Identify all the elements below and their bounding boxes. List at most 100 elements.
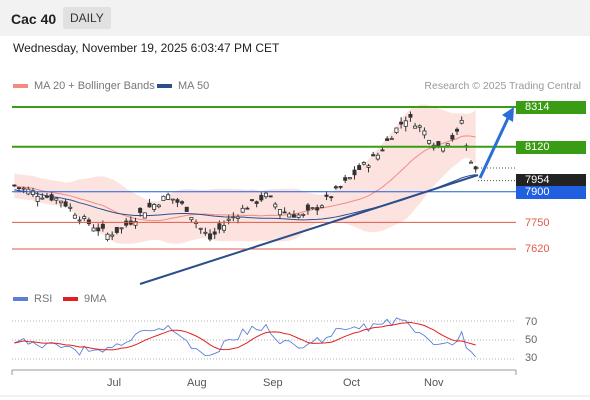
month-label-jul: Jul xyxy=(107,377,122,389)
candle-body xyxy=(16,187,21,190)
candle-body xyxy=(184,206,189,212)
candle-body xyxy=(361,162,366,165)
candle xyxy=(189,217,194,223)
candle xyxy=(249,199,254,202)
candle-body xyxy=(352,169,357,176)
candle-body xyxy=(35,196,40,202)
top-bar: Cac 40 DAILY xyxy=(0,0,590,36)
candle xyxy=(319,204,324,209)
bollinger-swatch xyxy=(13,84,28,88)
candle xyxy=(40,193,45,200)
candle-body xyxy=(100,223,105,229)
candle xyxy=(394,127,399,135)
candle-body xyxy=(263,192,268,198)
candle-body xyxy=(445,143,450,147)
candle xyxy=(469,160,474,164)
candle-body xyxy=(105,233,110,240)
rising-trendline xyxy=(139,174,479,285)
candle-body xyxy=(427,140,432,144)
candle-body xyxy=(343,177,348,181)
candle-body xyxy=(459,119,464,124)
candle-body xyxy=(203,231,208,234)
candle-body xyxy=(296,214,301,218)
candle-body xyxy=(156,204,161,208)
candle xyxy=(273,202,278,210)
candle-body xyxy=(180,201,185,204)
ma20-line xyxy=(14,135,476,222)
level-tag-r2: 8314 xyxy=(516,101,586,114)
candle-body xyxy=(72,214,77,219)
candle xyxy=(473,165,478,173)
candle xyxy=(329,195,334,202)
candle xyxy=(403,116,408,132)
timeframe-button[interactable]: DAILY xyxy=(63,7,111,29)
candle-body xyxy=(86,219,91,225)
candle xyxy=(208,229,213,242)
level-tag-s1: 7750 xyxy=(525,217,550,229)
candle xyxy=(119,227,124,234)
candle-body xyxy=(375,154,380,160)
rsi-ma-swatch xyxy=(63,297,78,301)
candle xyxy=(82,214,87,222)
legend-bollinger: MA 20 + Bollinger Bands xyxy=(13,80,155,92)
candle-body xyxy=(291,214,296,218)
candle-body xyxy=(324,194,329,197)
candle xyxy=(408,111,413,122)
candle xyxy=(277,209,282,219)
rsi-ma-label: 9MA xyxy=(84,293,107,305)
candle xyxy=(54,197,59,205)
rsi-swatch xyxy=(13,297,28,301)
copyright-text: Research © 2025 Trading Central xyxy=(424,80,581,92)
candle-body xyxy=(189,217,194,221)
rsi-ma-line xyxy=(14,321,476,351)
level-tag-pivot: 7900 xyxy=(516,186,586,199)
candle-body xyxy=(54,197,59,201)
candle xyxy=(422,127,427,139)
candle-body xyxy=(138,207,143,213)
candle-body xyxy=(469,161,474,164)
forecast-arrow-head xyxy=(502,107,514,122)
candle xyxy=(315,204,320,215)
candle xyxy=(142,212,147,219)
candle xyxy=(263,191,268,199)
candle-body xyxy=(399,121,404,125)
candlesticks xyxy=(12,111,478,242)
candle-body xyxy=(422,130,427,136)
candle xyxy=(166,192,171,200)
candle xyxy=(343,174,348,184)
candle xyxy=(44,192,49,199)
candle xyxy=(138,207,143,217)
candle xyxy=(63,199,68,208)
month-label-nov: Nov xyxy=(424,377,444,389)
candle-body xyxy=(413,125,418,129)
candle-body xyxy=(319,205,324,208)
candle-body xyxy=(329,196,334,199)
rsi-panel xyxy=(12,317,516,360)
candle-body xyxy=(30,190,35,195)
candle xyxy=(203,227,208,236)
candle-body xyxy=(110,234,115,237)
ma50-swatch xyxy=(157,84,172,88)
legend-rsi-ma: 9MA xyxy=(63,293,107,305)
candle xyxy=(68,203,73,212)
candle-body xyxy=(450,135,455,140)
candle xyxy=(296,213,301,219)
candle-body xyxy=(380,149,385,152)
candle xyxy=(389,136,394,140)
candle-body xyxy=(161,195,166,201)
candle xyxy=(114,226,119,235)
candle-body xyxy=(408,114,413,118)
candle-body xyxy=(226,218,231,221)
legend-rsi: RSI xyxy=(13,293,52,305)
candle xyxy=(58,200,63,208)
candle xyxy=(301,213,306,218)
candle-body xyxy=(222,225,227,231)
forecast-arrow-shaft xyxy=(478,115,511,179)
candle-body xyxy=(254,201,259,204)
candle-body xyxy=(114,226,119,233)
candle-body xyxy=(240,207,245,213)
candle-body xyxy=(170,198,175,201)
candle-body xyxy=(315,207,320,211)
candle-body xyxy=(394,127,399,133)
